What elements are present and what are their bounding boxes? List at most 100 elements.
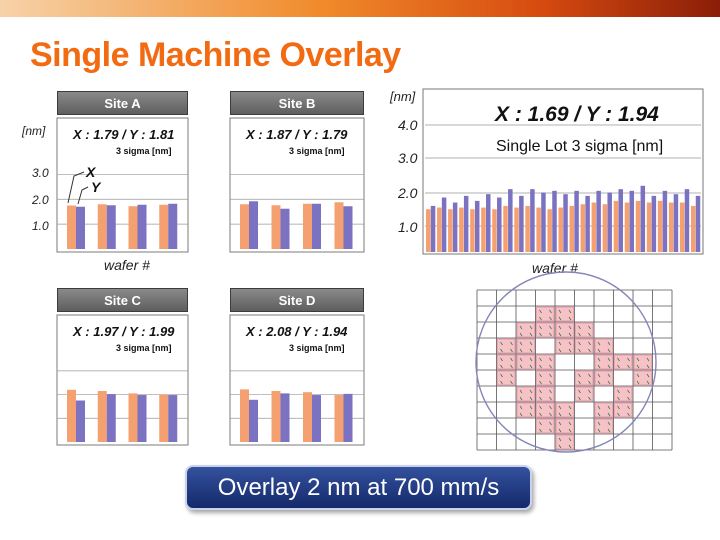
wafer-overlay-vector bbox=[519, 389, 523, 394]
site-b-bar-x bbox=[240, 204, 249, 249]
wafer-overlay-vector bbox=[549, 364, 552, 369]
wafer-overlay-vector bbox=[510, 373, 513, 378]
site-a-sigma-label: 3 sigma [nm] bbox=[116, 146, 172, 156]
wafer-overlay-vector bbox=[500, 364, 503, 369]
wafer-measured-field bbox=[575, 386, 594, 402]
wafer-overlay-vector bbox=[519, 341, 523, 346]
wafer-overlay-vector bbox=[617, 357, 620, 362]
site-a-bar-y bbox=[106, 205, 116, 249]
big-chart-bar-x bbox=[558, 207, 563, 252]
big-chart-bar-x bbox=[470, 209, 475, 252]
wafer-map bbox=[475, 271, 673, 453]
site-c-bar-y bbox=[137, 395, 147, 442]
wafer-overlay-vector bbox=[529, 341, 533, 346]
wafer-overlay-vector bbox=[568, 309, 572, 314]
wafer-overlay-vector bbox=[607, 412, 611, 417]
wafer-overlay-vector bbox=[510, 341, 513, 346]
top-decoration-bar bbox=[0, 0, 720, 17]
wafer-measured-field bbox=[516, 354, 535, 370]
wafer-measured-field bbox=[594, 370, 613, 386]
legend-y-label: Y bbox=[91, 179, 102, 195]
wafer-overlay-vector bbox=[549, 316, 552, 321]
wafer-overlay-vector bbox=[578, 389, 581, 394]
wafer-measured-field bbox=[555, 306, 574, 322]
site-a-header: Site A bbox=[57, 91, 188, 115]
site-d-bar-y bbox=[249, 399, 258, 442]
wafer-overlay-vector bbox=[617, 405, 620, 410]
wafer-overlay-vector bbox=[539, 373, 542, 378]
wafer-measured-field bbox=[575, 322, 594, 338]
big-chart-bar-x bbox=[646, 202, 652, 252]
wafer-overlay-vector bbox=[588, 373, 591, 378]
wafer-overlay-vector bbox=[558, 332, 562, 337]
wafer-overlay-vector bbox=[510, 348, 513, 353]
wafer-measured-field bbox=[516, 322, 535, 338]
wafer-overlay-vector bbox=[588, 396, 591, 401]
wafer-overlay-vector bbox=[558, 348, 562, 353]
big-chart-bar-x bbox=[547, 209, 552, 252]
wafer-overlay-vector bbox=[627, 364, 630, 369]
legend-x-label: X bbox=[85, 164, 97, 180]
site-b-bar-x bbox=[271, 205, 281, 249]
big-chart-bar-y bbox=[486, 194, 491, 252]
wafer-overlay-vector bbox=[597, 421, 601, 426]
wafer-overlay-vector bbox=[617, 396, 620, 401]
big-chart-bar-x bbox=[437, 207, 442, 252]
wafer-overlay-vector bbox=[607, 348, 611, 353]
big-chart-bar-y bbox=[684, 189, 690, 252]
wafer-measured-field bbox=[536, 386, 555, 402]
site-b-sigma-label: 3 sigma [nm] bbox=[289, 146, 345, 156]
big-chart-bar-y bbox=[474, 200, 480, 252]
wafer-measured-field bbox=[614, 354, 633, 370]
big-chart-bars bbox=[426, 185, 701, 252]
wafer-overlay-vector bbox=[539, 357, 542, 362]
big-chart-bar-y bbox=[519, 195, 524, 252]
wafer-measured-field bbox=[555, 338, 574, 354]
big-chart-bar-x bbox=[426, 209, 431, 252]
wafer-measured-field bbox=[536, 418, 555, 434]
wafer-overlay-vector bbox=[558, 412, 562, 417]
wafer-overlay-vector bbox=[519, 332, 523, 337]
wafer-measured-field bbox=[536, 306, 555, 322]
big-chart-bar-x bbox=[481, 207, 486, 252]
wafer-overlay-vector bbox=[529, 396, 533, 401]
wafer-overlay-vector bbox=[539, 380, 542, 385]
site-a-bar-y bbox=[76, 206, 85, 249]
wafer-overlay-vector bbox=[588, 341, 591, 346]
site-d-bar-y bbox=[343, 393, 353, 442]
site-d-header: Site D bbox=[230, 288, 364, 312]
wafer-overlay-vector bbox=[597, 428, 601, 433]
big-chart-tick-2: 2.0 bbox=[397, 185, 418, 201]
wafer-overlay-vector bbox=[519, 364, 523, 369]
wafer-overlay-vector bbox=[529, 405, 533, 410]
wafer-overlay-vector bbox=[568, 412, 572, 417]
big-chart-bar-y bbox=[452, 202, 458, 252]
wafer-overlay-vector bbox=[529, 357, 533, 362]
big-chart-bar-y bbox=[541, 192, 546, 252]
wafer-overlay-vector bbox=[549, 396, 552, 401]
wafer-overlay-vector bbox=[510, 357, 513, 362]
legend-x-leader bbox=[67, 171, 85, 204]
site-d-stat: X : 2.08 / Y : 1.94 bbox=[245, 324, 348, 339]
wafer-overlay-vector bbox=[597, 364, 601, 369]
site-a-tick-3: 3.0 bbox=[32, 166, 49, 180]
wafer-overlay-vector bbox=[578, 380, 581, 385]
big-chart-bar-x bbox=[657, 200, 663, 252]
wafer-overlay-vector bbox=[558, 437, 562, 442]
wafer-overlay-vector bbox=[597, 373, 601, 378]
big-chart-bar-x bbox=[591, 202, 597, 252]
big-chart-bar-x bbox=[569, 205, 575, 252]
site-c-bar-x bbox=[128, 393, 138, 442]
wafer-overlay-vector bbox=[558, 444, 562, 449]
site-a-stat: X : 1.79 / Y : 1.81 bbox=[72, 127, 174, 142]
big-chart-bar-x bbox=[459, 207, 464, 252]
site-a-bar-x bbox=[67, 205, 76, 249]
overlay-banner: Overlay 2 nm at 700 mm/s bbox=[185, 465, 532, 510]
wafer-overlay-vector bbox=[597, 380, 601, 385]
big-chart-tick-3: 3.0 bbox=[398, 150, 418, 166]
wafer-overlay-vector bbox=[568, 405, 572, 410]
wafer-overlay-vector bbox=[578, 332, 581, 337]
site-d-bar-x bbox=[240, 389, 249, 442]
site-c-header: Site C bbox=[57, 288, 188, 312]
wafer-overlay-vector bbox=[578, 341, 581, 346]
